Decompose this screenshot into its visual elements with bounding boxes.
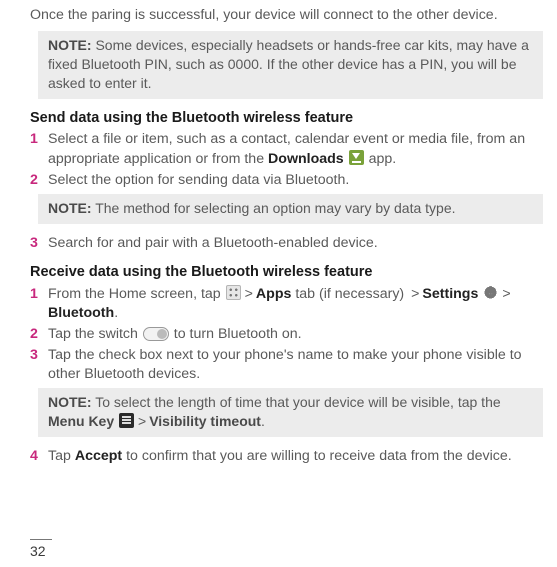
visibility-timeout-label: Visibility timeout	[149, 413, 261, 429]
intro-text: Once the paring is successful, your devi…	[30, 6, 551, 25]
step-number: 3	[30, 346, 48, 384]
apps-label: Apps	[256, 286, 291, 302]
receive-step-1: 1 From the Home screen, tap >Apps tab (i…	[30, 285, 551, 323]
note-pin: NOTE: Some devices, especially headsets …	[38, 31, 543, 99]
gt: >	[245, 286, 253, 302]
note-label: NOTE:	[48, 200, 92, 216]
settings-label: Settings	[422, 286, 478, 302]
step-body: Tap the check box next to your phone's n…	[48, 346, 551, 384]
apps-grid-icon	[226, 285, 241, 300]
step-body: Select the option for sending data via B…	[48, 171, 551, 190]
gear-icon	[483, 285, 498, 300]
step-body: From the Home screen, tap >Apps tab (if …	[48, 285, 551, 323]
note-body: The method for selecting an option may v…	[95, 200, 455, 216]
text: to confirm that you are willing to recei…	[122, 448, 512, 464]
text: From the Home screen, tap	[48, 286, 225, 302]
switch-icon	[143, 327, 169, 341]
gt: >	[138, 413, 146, 429]
menu-key-icon	[119, 413, 134, 428]
gt: >	[411, 286, 419, 302]
step-body: Tap the switch to turn Bluetooth on.	[48, 325, 551, 344]
downloads-label: Downloads	[268, 151, 344, 167]
note-label: NOTE:	[48, 37, 92, 53]
note-method: NOTE: The method for selecting an option…	[38, 194, 543, 224]
text: tab (if necessary)	[291, 286, 408, 302]
send-step-1: 1 Select a file or item, such as a conta…	[30, 130, 551, 168]
send-step-3: 3 Search for and pair with a Bluetooth-e…	[30, 234, 551, 253]
note-label: NOTE:	[48, 394, 92, 410]
step-body: Tap Accept to confirm that you are willi…	[48, 447, 551, 466]
text: to turn Bluetooth on.	[170, 326, 302, 342]
receive-step-4: 4 Tap Accept to confirm that you are wil…	[30, 447, 551, 466]
receive-step-2: 2 Tap the switch to turn Bluetooth on.	[30, 325, 551, 344]
downloads-icon	[349, 150, 364, 165]
menu-key-label: Menu Key	[48, 413, 114, 429]
send-title: Send data using the Bluetooth wireless f…	[30, 109, 551, 129]
text: app.	[365, 151, 397, 167]
receive-step-3: 3 Tap the check box next to your phone's…	[30, 346, 551, 384]
note-visibility: NOTE: To select the length of time that …	[38, 388, 543, 437]
step-number: 3	[30, 234, 48, 253]
gt: >	[502, 286, 510, 302]
period: .	[114, 305, 118, 321]
step-number: 2	[30, 325, 48, 344]
text: Tap	[48, 448, 75, 464]
text: Tap the switch	[48, 326, 142, 342]
send-step-2: 2 Select the option for sending data via…	[30, 171, 551, 190]
bluetooth-label: Bluetooth	[48, 305, 114, 321]
receive-title: Receive data using the Bluetooth wireles…	[30, 263, 551, 283]
period: .	[261, 413, 265, 429]
step-body: Select a file or item, such as a contact…	[48, 130, 551, 168]
step-body: Search for and pair with a Bluetooth-ena…	[48, 234, 551, 253]
note-body: Some devices, especially headsets or han…	[48, 37, 529, 91]
step-number: 1	[30, 130, 48, 168]
accept-label: Accept	[75, 448, 122, 464]
step-number: 2	[30, 171, 48, 190]
step-number: 4	[30, 447, 48, 466]
page-number: 32	[30, 539, 52, 561]
step-number: 1	[30, 285, 48, 323]
note-body-a: To select the length of time that your d…	[95, 394, 500, 410]
